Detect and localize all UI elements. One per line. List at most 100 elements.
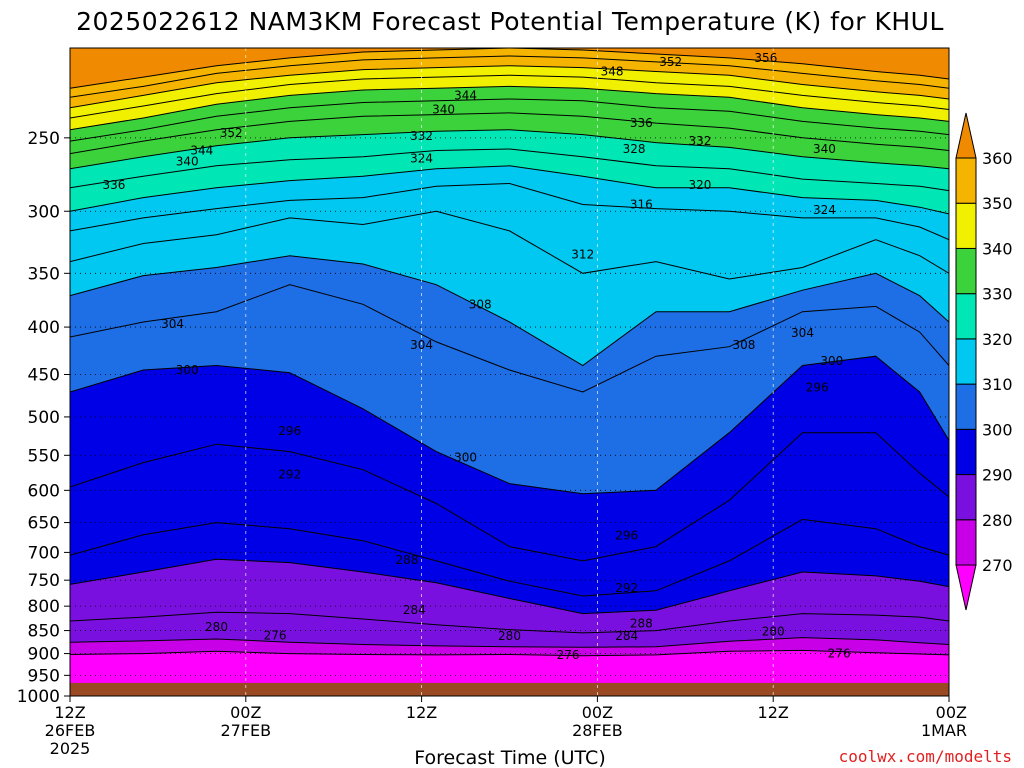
- y-tick-label: 350: [28, 264, 60, 284]
- y-tick-label: 550: [28, 446, 60, 466]
- theta-band: [70, 75, 949, 130]
- contour-label: 340: [176, 154, 199, 168]
- contour-label: 288: [630, 616, 653, 630]
- contour-label: 348: [601, 64, 624, 78]
- colorbar-label: 350: [982, 194, 1013, 213]
- colorbar-swatch: [955, 157, 977, 204]
- contour-label: 344: [190, 144, 213, 158]
- contour-label: 280: [498, 629, 521, 643]
- colorbar-max-arrow: [955, 112, 977, 159]
- contour-label: 328: [623, 142, 646, 156]
- contour-label: 332: [410, 129, 433, 143]
- contour-label: 340: [813, 142, 836, 156]
- colorbar-swatch: [955, 519, 977, 566]
- colorbar-label: 280: [982, 511, 1013, 530]
- theta-band: [70, 284, 949, 494]
- isotherm-line: [70, 284, 949, 393]
- y-tick-label: 1000: [17, 687, 60, 707]
- x-tick-label: 00Z: [936, 703, 967, 722]
- colorbar-swatch: [955, 474, 977, 521]
- contour-label: 288: [395, 553, 418, 567]
- colorbar-swatch: [955, 338, 977, 385]
- contour-label: 296: [615, 528, 638, 542]
- contour-label: 316: [630, 197, 653, 211]
- contour-label: 324: [813, 203, 836, 217]
- y-tick-label: 900: [28, 645, 60, 665]
- plot-area: [70, 48, 949, 696]
- contour-label: 324: [410, 151, 433, 165]
- contour-label: 320: [688, 178, 711, 192]
- y-tick-label: 650: [28, 514, 60, 534]
- y-axis-ticks: 250 300 350 400 450 500 550 600 650 700 750 800 850 9…: [17, 129, 70, 707]
- colorbar-label: 340: [982, 239, 1013, 258]
- colorbar-swatch: [955, 383, 977, 430]
- theta-band: [70, 165, 949, 240]
- contour-label: 312: [571, 247, 594, 261]
- isotherm-line: [70, 165, 949, 215]
- colorbar-label: 310: [982, 375, 1013, 394]
- theta-band: [70, 86, 949, 142]
- y-tick-label: 500: [28, 408, 60, 428]
- colorbar-swatch: [955, 428, 977, 476]
- contour-label: 292: [615, 581, 638, 595]
- isotherm-line: [70, 255, 949, 367]
- theta-band: [70, 519, 949, 614]
- contour-label: 308: [732, 338, 755, 352]
- contour-label: 304: [410, 338, 433, 352]
- y-tick-label: 850: [28, 622, 60, 642]
- y-tick-label: 700: [28, 543, 60, 563]
- isotherm-line: [70, 518, 949, 597]
- contour-label: 352: [220, 126, 243, 140]
- theta-band: [70, 129, 949, 191]
- colorbar-swatch: [955, 202, 977, 249]
- x-tick-label: 12Z: [54, 703, 85, 722]
- isotherm-line: [70, 55, 949, 98]
- y-tick-label: 250: [28, 129, 60, 149]
- contour-label: 300: [176, 363, 199, 377]
- colorbar-swatch: [955, 247, 977, 295]
- theta-band: [70, 432, 949, 596]
- contour-label: 336: [630, 116, 653, 130]
- theta-band: [70, 65, 949, 118]
- contour-label: 280: [205, 620, 228, 634]
- contour-label: 332: [688, 134, 711, 148]
- x-axis-label: Forecast Time (UTC): [414, 747, 605, 768]
- isotherm-line: [70, 611, 949, 634]
- x-tick-label: 1MAR: [921, 721, 967, 740]
- ground-surface: [70, 682, 949, 696]
- contour-label: 304: [791, 326, 814, 340]
- isotherm-line: [70, 112, 949, 155]
- theta-band: [70, 99, 949, 154]
- colorbar-label: 270: [982, 556, 1013, 575]
- contour-label: 276: [828, 647, 851, 661]
- contour-label: 296: [806, 381, 829, 395]
- credit-text: coolwx.com/modelts: [839, 747, 1012, 766]
- theta-band: [70, 255, 949, 392]
- contour-label: 284: [403, 603, 426, 617]
- y-tick-label: 300: [28, 202, 60, 222]
- isotherm-lines: [70, 48, 949, 657]
- isotherm-line: [70, 85, 949, 131]
- plot-frame: [69, 47, 950, 697]
- contour-label: 292: [278, 468, 301, 482]
- contour-label: 280: [762, 625, 785, 639]
- isotherm-line: [70, 649, 949, 657]
- chart-title: 2025022612 NAM3KM Forecast Potential Tem…: [76, 7, 944, 36]
- isotherm-line: [70, 74, 949, 119]
- y-tick-label: 400: [28, 318, 60, 338]
- theta-band: [70, 56, 949, 108]
- isotherm-line: [70, 48, 949, 89]
- theta-band: [70, 48, 949, 89]
- y-tick-label: 800: [28, 597, 60, 617]
- x-tick-label: 12Z: [758, 703, 789, 722]
- colorbar-label: 290: [982, 466, 1013, 485]
- theta-band: [70, 112, 949, 169]
- theta-band: [70, 149, 949, 214]
- contour-label: 352: [659, 55, 682, 69]
- contour-label: 276: [264, 628, 287, 642]
- contour-label: 344: [454, 88, 477, 102]
- x-tick-label: 12Z: [406, 703, 437, 722]
- isotherm-line: [70, 65, 949, 109]
- isotherm-line: [70, 637, 949, 648]
